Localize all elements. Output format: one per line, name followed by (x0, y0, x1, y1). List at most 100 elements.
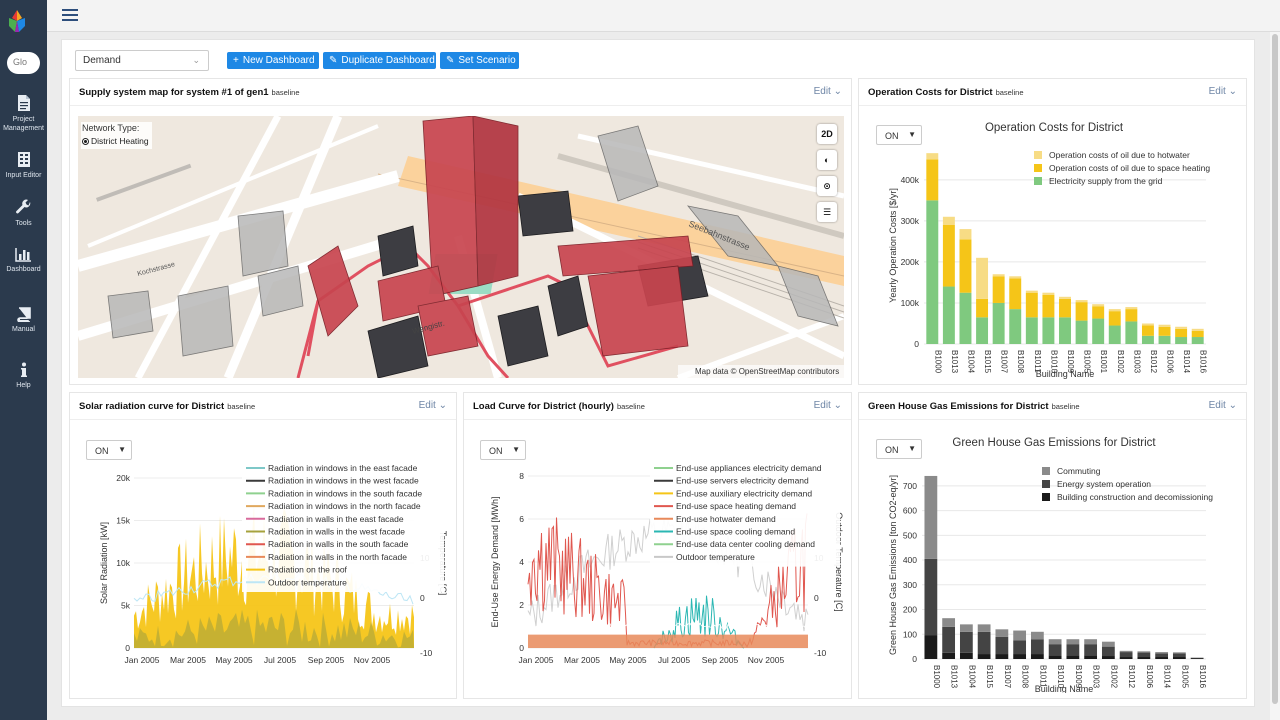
chart-toggle-select[interactable]: ON ▼ (876, 439, 922, 459)
legend-label: End-use space cooling demand (676, 527, 795, 537)
table-icon (17, 152, 30, 167)
chart-toggle-select[interactable]: ON ▼ (86, 440, 132, 460)
y-tick-label: 700 (903, 481, 917, 491)
x-tick-label: B1005 (1083, 350, 1092, 374)
y-tick-label: 20k (116, 473, 130, 483)
y2-tick-label: 0 (814, 593, 819, 603)
chart-toggle-select[interactable]: ON ▼ (876, 125, 922, 145)
bar-segment (1030, 654, 1044, 659)
bar-segment (1025, 292, 1038, 318)
book-icon (16, 307, 31, 322)
ghg-emissions-panel: Green House Gas Emissions for District ba… (858, 392, 1247, 699)
bar-segment (1108, 309, 1121, 312)
bar-segment (924, 635, 938, 659)
nav-label: Project (12, 116, 35, 123)
bar-chart-icon (15, 248, 31, 262)
nav-input-editor[interactable]: Input Editor (0, 151, 47, 180)
set-scenario-button[interactable]: ✎ Set Scenario (440, 52, 519, 69)
scrollbar-thumb[interactable] (1272, 34, 1278, 704)
sidebar: Glo Project Management Input Editor Tool… (0, 0, 47, 720)
new-dashboard-button[interactable]: + New Dashboard (227, 52, 319, 69)
bar-segment (926, 153, 939, 160)
set-scenario-label: Set Scenario (458, 55, 516, 66)
edit-menu-button[interactable]: Edit ⌄ (813, 400, 842, 411)
legend-label: End-use hotwater demand (676, 514, 776, 524)
x-tick-label: Nov 2005 (748, 655, 785, 665)
page-scrollbar[interactable] (1270, 32, 1280, 720)
network-type-radio[interactable]: District Heating (82, 136, 149, 146)
y-tick-label: 0 (519, 643, 524, 653)
toggle-value: ON (885, 131, 899, 141)
bar-segment (1158, 324, 1171, 327)
x-tick-label: B1014 (1182, 350, 1191, 374)
bar-segment (1092, 318, 1105, 344)
edit-menu-button[interactable]: Edit ⌄ (1208, 400, 1237, 411)
bar-segment (1155, 657, 1169, 659)
bar-segment (959, 292, 972, 344)
edit-menu-button[interactable]: Edit ⌄ (418, 400, 447, 411)
nav-help[interactable]: Help (0, 362, 47, 390)
appliances-line (527, 622, 809, 630)
legend-label: Radiation in windows in the north facade (268, 501, 421, 511)
bar-segment (995, 629, 1009, 637)
legend-label: End-use data center cooling demand (676, 539, 815, 549)
operation-costs-panel: Operation Costs for District baseline Edi… (858, 78, 1247, 385)
locate-icon[interactable]: ⊙ (817, 176, 837, 196)
bar-segment (1137, 652, 1151, 658)
panel-divider (464, 419, 851, 420)
nav-tools[interactable]: Tools (0, 199, 47, 228)
dashboard-select[interactable]: Demand ⌄ (75, 50, 209, 71)
x-tick-label: B1012 (1149, 350, 1158, 374)
bar-segment (942, 286, 955, 344)
bar-segment (1119, 650, 1133, 653)
y-tick-label: 100k (901, 298, 920, 308)
x-tick-label: B1000 (932, 665, 941, 689)
edit-menu-button[interactable]: Edit ⌄ (813, 86, 842, 97)
bar-segment (1172, 653, 1186, 658)
info-icon (20, 362, 27, 377)
app-logo-icon[interactable] (6, 8, 28, 34)
contrast-toggle-icon[interactable]: ◐ (817, 150, 837, 170)
bar-segment (942, 652, 956, 659)
duplicate-dashboard-button[interactable]: ✎ Duplicate Dashboard (323, 52, 436, 69)
x-tick-label: Jul 2005 (658, 655, 690, 665)
edit-menu-button[interactable]: Edit ⌄ (1208, 86, 1237, 97)
nav-label: Input Editor (5, 172, 42, 179)
nav-manual[interactable]: Manual (0, 307, 47, 334)
bar-segment (1059, 296, 1071, 299)
legend-label: Outdoor temperature (268, 577, 347, 587)
bar-segment (1075, 302, 1088, 321)
x-tick-label: B1006 (1166, 350, 1175, 374)
bar-segment (1158, 326, 1171, 336)
bar-segment (1059, 298, 1071, 318)
hotwater-band (528, 634, 808, 648)
toggle-2d-button[interactable]: 2D (817, 124, 837, 144)
nav-label: Manual (12, 326, 35, 333)
map-canvas[interactable]: Seebahnstrasse Wengistr. Kochstrasse Map… (78, 116, 844, 378)
panel-title: Operation Costs for District baseline (868, 87, 1024, 98)
bar-segment (1158, 335, 1171, 344)
hamburger-menu-icon[interactable] (62, 9, 78, 22)
panel-subtitle: baseline (1051, 402, 1080, 411)
x-tick-label: Jan 2005 (125, 655, 160, 665)
pencil-icon: ✎ (446, 55, 455, 66)
nav-label: Dashboard (6, 266, 41, 273)
legend-label: Radiation in windows in the south facade (268, 488, 422, 498)
legend-label: Radiation in walls in the south facade (268, 539, 409, 549)
x-tick-label: B1007 (1003, 665, 1012, 689)
bar-segment (977, 654, 991, 659)
top-bar (47, 0, 1280, 32)
chart-toggle-select[interactable]: ON ▼ (480, 440, 526, 460)
caret-down-icon: ▼ (908, 444, 916, 453)
bar-segment (959, 652, 973, 659)
legend-swatch (1042, 467, 1050, 475)
layers-icon[interactable]: ☰ (817, 202, 837, 222)
x-tick-label: B1003 (1092, 665, 1101, 689)
legend-label: Building construction and decomissioning (1057, 492, 1213, 502)
legend-label: Outdoor temperature (676, 552, 755, 562)
nav-dashboard[interactable]: Dashboard (0, 247, 47, 274)
bar-segment (1013, 654, 1027, 659)
nav-project-management[interactable]: Project Management (0, 94, 47, 133)
global-search-input[interactable]: Glo (7, 52, 40, 74)
